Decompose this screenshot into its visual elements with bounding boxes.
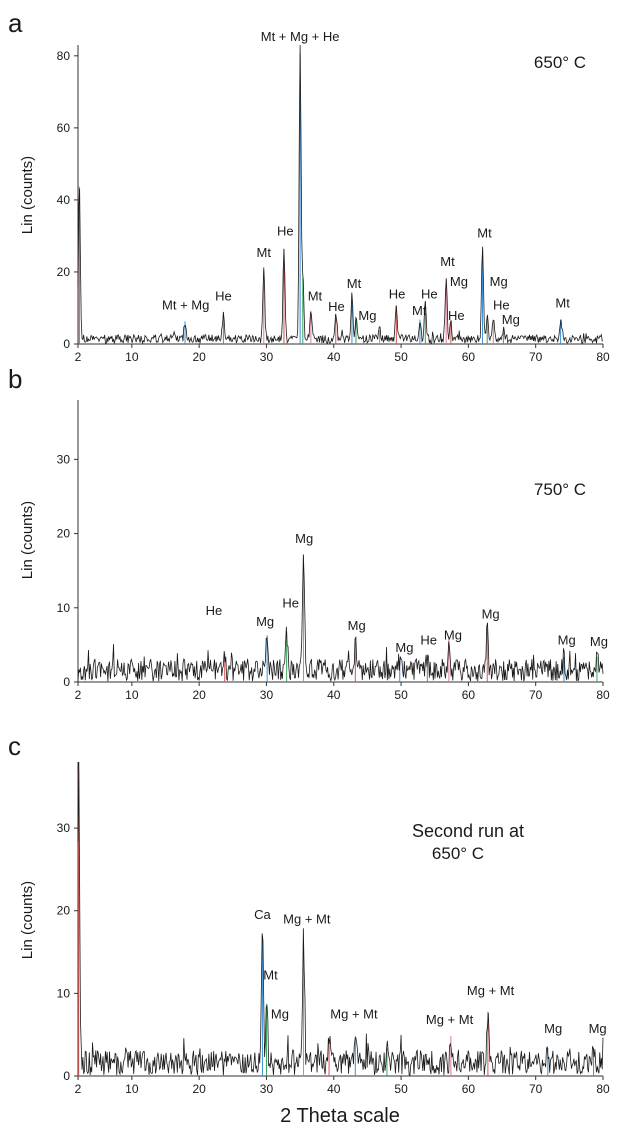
x-tick-label: 30: [260, 688, 274, 702]
panel-b: b 750° C Lin (counts) 0 10 20 30 2 10 20 30 40 50 60 7…: [8, 364, 610, 702]
x-tick-label: 40: [327, 688, 341, 702]
panel-a: a 650° C Lin (counts) 0 20 40 60 80 2 10 20 30 40 50 6…: [8, 8, 610, 364]
phase-label: Mg: [490, 274, 508, 289]
y-tick-label: 30: [57, 821, 71, 835]
phase-label: Mt + Mg: [162, 297, 209, 312]
phase-label: Mg: [444, 627, 462, 642]
phase-label: Mt: [347, 276, 362, 291]
x-tick-label: 80: [596, 1082, 610, 1096]
phase-label: He: [215, 288, 232, 303]
x-tick-label: 40: [327, 350, 341, 364]
y-tick-label: 20: [57, 904, 71, 918]
x-tick-label: 10: [125, 350, 139, 364]
run-annotation-line1: Second run at: [412, 821, 524, 841]
phase-label: Mg: [295, 531, 313, 546]
phase-label: Mg: [450, 274, 468, 289]
phase-label: He: [282, 596, 299, 611]
y-tick-label: 10: [57, 601, 71, 615]
diffraction-trace: [77, 554, 604, 683]
x-tick-label: 10: [125, 688, 139, 702]
x-tick-label: 70: [529, 350, 543, 364]
panel-letter: b: [8, 364, 22, 394]
x-tick-label: 70: [529, 688, 543, 702]
phase-label: He: [493, 297, 510, 312]
y-tick-label: 20: [57, 265, 71, 279]
y-tick-label: 20: [57, 527, 71, 541]
phase-label: Mg + Mt: [467, 983, 515, 998]
phase-label: Mg + Mt: [330, 1006, 378, 1021]
phase-label: He: [328, 299, 345, 314]
x-tick-label: 30: [260, 350, 274, 364]
panel-c: c Second run at 650° C Lin (counts) 0 10 20 30 2…: [8, 731, 610, 1096]
y-tick-label: 10: [57, 986, 71, 1000]
x-tick-label: 80: [596, 350, 610, 364]
x-tick-label: 20: [192, 1082, 206, 1096]
x-tick-label: 40: [327, 1082, 341, 1096]
phase-label: Mg: [502, 312, 520, 327]
x-tick-label: 20: [192, 688, 206, 702]
x-tick-label: 60: [462, 688, 476, 702]
y-tick-label: 0: [63, 675, 70, 689]
y-axis-label: Lin (counts): [19, 156, 36, 234]
phase-label: Mt: [412, 303, 427, 318]
phase-label: Mg: [256, 614, 274, 629]
x-tick-label: 60: [462, 350, 476, 364]
phase-label: Mg + Mt: [426, 1012, 474, 1027]
phase-label: Mt: [257, 245, 272, 260]
x-tick-label: 80: [596, 688, 610, 702]
y-tick-label: 80: [57, 49, 71, 63]
phase-label: Mt: [263, 967, 278, 982]
phase-label: Mg: [558, 633, 576, 648]
x-tick-label: 50: [394, 688, 408, 702]
phase-label: He: [421, 287, 438, 302]
x-tick-label: 60: [462, 1082, 476, 1096]
y-tick-label: 0: [63, 1069, 70, 1083]
x-tick-label: 50: [394, 1082, 408, 1096]
diffraction-trace: [77, 44, 604, 345]
phase-label: Mt: [477, 225, 492, 240]
run-annotation-line2: 650° C: [432, 844, 484, 863]
phase-label: He: [277, 224, 294, 239]
temperature-annotation: 750° C: [534, 480, 586, 499]
temperature-annotation: 650° C: [534, 53, 586, 72]
y-tick-label: 40: [57, 193, 71, 207]
phase-label: Mg: [589, 1021, 607, 1036]
phase-label: Mg: [271, 1006, 289, 1021]
phase-label: Mg: [395, 640, 413, 655]
x-tick-label: 2: [75, 350, 82, 364]
phase-label: Mg: [348, 618, 366, 633]
x-tick-label: 30: [260, 1082, 274, 1096]
phase-label: Mt: [440, 254, 455, 269]
phase-label: Mt: [308, 288, 323, 303]
phase-label: He: [206, 603, 223, 618]
phase-label: Mg: [358, 308, 376, 323]
y-axis-label: Lin (counts): [19, 881, 36, 959]
panel-letter: c: [8, 731, 21, 761]
phase-label: He: [448, 308, 465, 323]
x-tick-label: 50: [394, 350, 408, 364]
x-tick-label: 70: [529, 1082, 543, 1096]
phase-label: Ca: [254, 907, 271, 922]
phase-label: Mg: [482, 607, 500, 622]
panel-letter: a: [8, 8, 23, 38]
phase-label: Mg: [544, 1021, 562, 1036]
phase-label: He: [389, 287, 406, 302]
x-tick-label: 20: [192, 350, 206, 364]
phase-label: Mg + Mt: [283, 911, 331, 926]
y-tick-label: 0: [63, 337, 70, 351]
phase-label: Mg: [590, 634, 608, 649]
figure-xlabel: 2 Theta scale: [280, 1105, 400, 1127]
phase-label: Mt + Mg + He: [261, 29, 340, 44]
x-tick-label: 10: [125, 1082, 139, 1096]
x-tick-label: 2: [75, 688, 82, 702]
x-tick-label: 2: [75, 1082, 82, 1096]
phase-label: He: [420, 633, 437, 648]
diffraction-trace: [77, 761, 604, 1076]
y-tick-label: 60: [57, 121, 71, 135]
y-tick-label: 30: [57, 452, 71, 466]
y-axis-label: Lin (counts): [19, 501, 36, 579]
phase-label: Mt: [555, 296, 570, 311]
